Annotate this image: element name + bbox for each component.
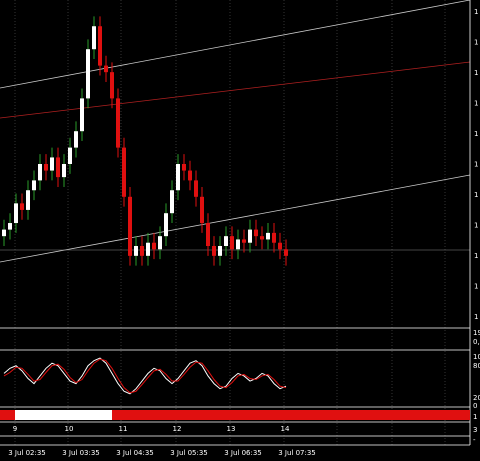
candle-body [38,164,42,181]
candle-body [248,229,252,243]
candle-body [104,65,108,73]
candle-body [194,180,198,197]
indicator-bar [0,410,15,420]
candle-body [176,164,180,191]
day-label: 14 [281,425,290,433]
price-label: 1 [474,313,478,321]
trend-line [0,61,471,119]
candle-body [26,190,30,210]
stochastic-line [3,357,287,395]
price-label: 1 [474,100,478,108]
time-label: 3 Jul 02:35 [8,449,46,457]
price-label: 1 [474,283,478,291]
candle-body [140,246,144,256]
panel-label: 10 [473,353,480,361]
candle-body [260,236,264,240]
trend-line [0,0,471,89]
candle-body [20,203,24,210]
stochastic-line [3,358,287,394]
candle-body [152,242,156,250]
panel-label: 19 [473,329,480,337]
separators [0,0,471,446]
candle-body [92,26,96,50]
panel-label: 3 [473,426,477,434]
day-label: 10 [65,425,74,433]
candle-body [200,196,204,224]
candle-body [50,157,54,171]
price-label: 1 [474,161,478,169]
candle-body [170,190,174,214]
candle-body [278,242,282,250]
candle-body [224,236,228,246]
candle-body [284,249,288,256]
price-label: 1 [474,8,478,16]
candle-body [8,223,12,230]
panel-label: - [473,436,476,444]
panel-label: 80 [473,362,480,370]
candle-body [122,147,126,197]
candle-body [134,246,138,256]
candle-body [206,223,210,246]
time-label: 3 Jul 06:35 [224,449,262,457]
panel-label: 1 [473,413,477,421]
candle-body [230,236,234,250]
time-label: 3 Jul 05:35 [170,449,208,457]
candle-body [254,229,258,237]
candle-body [164,213,168,237]
panel-label: 0, [473,338,480,346]
candle-body [80,98,84,132]
day-label: 9 [13,425,17,433]
panel-label: 20 [473,394,480,402]
day-label: 13 [227,425,236,433]
candle-body [212,246,216,256]
candle-body [182,164,186,171]
candle-body [44,164,48,171]
price-label: 1 [474,252,478,260]
candle-body [86,49,90,99]
candle-body [74,131,78,148]
candle-body [116,98,120,148]
candle-body [188,170,192,181]
candle-body [146,242,150,256]
candle-body [110,72,114,99]
candle-body [218,246,222,256]
price-label: 1 [474,191,478,199]
indicator-bar [112,410,470,420]
candle-body [236,239,240,250]
candle-body [68,147,72,164]
candle-body [2,229,6,237]
candle-body [98,26,102,66]
indicator-bar [15,410,112,420]
time-label: 3 Jul 07:35 [278,449,316,457]
price-label: 1 [474,130,478,138]
time-label: 3 Jul 04:35 [116,449,154,457]
day-label: 11 [119,425,128,433]
price-label: 1 [474,39,478,47]
price-label: 1 [474,69,478,77]
panel-label: 0 [473,402,477,410]
candle-body [242,239,246,243]
candle-body [266,232,270,240]
candle-body [128,196,132,256]
price-label: 1 [474,222,478,230]
candle-body [14,203,18,224]
trend-line [0,174,471,263]
candle-body [158,236,162,250]
candle-body [32,180,36,191]
time-label: 3 Jul 03:35 [62,449,100,457]
candle-body [272,232,276,243]
candle-body [56,157,60,178]
day-label: 12 [173,425,182,433]
candle-body [62,164,66,178]
